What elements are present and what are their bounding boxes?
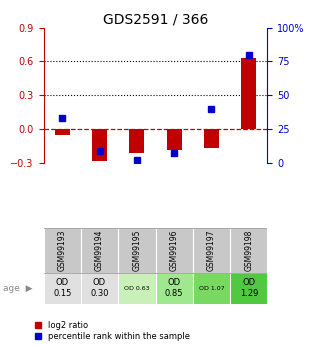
Bar <box>241 58 256 129</box>
Bar <box>81 273 118 304</box>
Text: OD 0.63: OD 0.63 <box>124 286 150 290</box>
Legend: log2 ratio, percentile rank within the sample: log2 ratio, percentile rank within the s… <box>35 321 190 341</box>
Bar <box>92 129 107 160</box>
Text: GSM99195: GSM99195 <box>132 229 141 271</box>
Text: GSM99194: GSM99194 <box>95 229 104 271</box>
Bar <box>55 129 70 135</box>
Bar <box>118 273 156 304</box>
Text: GSM99196: GSM99196 <box>170 229 179 271</box>
Bar <box>193 228 230 273</box>
Text: OD 1.07: OD 1.07 <box>199 286 224 290</box>
Text: GSM99197: GSM99197 <box>207 229 216 271</box>
Text: OD
0.30: OD 0.30 <box>90 278 109 298</box>
Bar <box>118 228 156 273</box>
Bar <box>230 273 267 304</box>
Bar <box>156 273 193 304</box>
Text: OD
0.85: OD 0.85 <box>165 278 183 298</box>
Bar <box>129 129 144 152</box>
Text: GSM99198: GSM99198 <box>244 229 253 271</box>
Bar <box>44 228 81 273</box>
Text: OD
1.29: OD 1.29 <box>239 278 258 298</box>
Bar <box>167 129 182 150</box>
Bar <box>204 129 219 148</box>
Bar <box>44 273 81 304</box>
Text: age  ▶: age ▶ <box>3 284 33 293</box>
Bar <box>230 228 267 273</box>
Text: GSM99193: GSM99193 <box>58 229 67 271</box>
Bar <box>81 228 118 273</box>
Bar <box>156 228 193 273</box>
Text: OD
0.15: OD 0.15 <box>53 278 72 298</box>
Bar <box>193 273 230 304</box>
Title: GDS2591 / 366: GDS2591 / 366 <box>103 12 208 27</box>
